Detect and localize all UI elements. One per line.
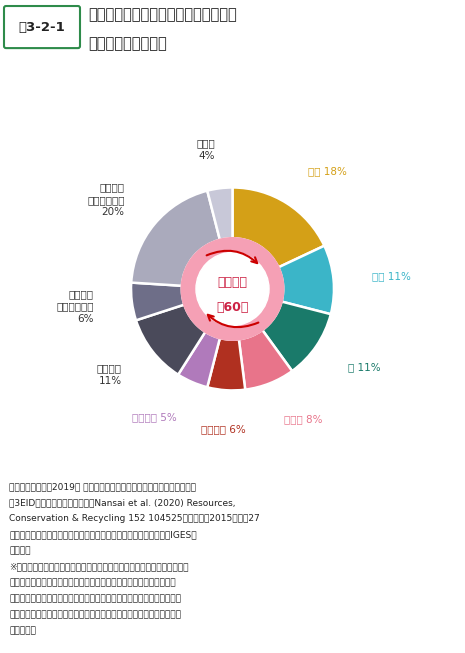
Text: 固定資本
形成（公的）
6%: 固定資本 形成（公的） 6% [56, 289, 93, 325]
Text: サービス 5%: サービス 5% [132, 413, 177, 422]
Text: その他
4%: その他 4% [196, 138, 215, 161]
Text: 家計消費: 家計消費 [218, 276, 247, 289]
Text: ない。）。: ない。）。 [9, 626, 36, 635]
Circle shape [181, 238, 284, 340]
Text: ※各項目は、我が国で消費・固定資本形成される製品・サービス毎のライ: ※各項目は、我が国で消費・固定資本形成される製品・サービス毎のライ [9, 562, 189, 571]
FancyBboxPatch shape [4, 6, 80, 48]
Wedge shape [207, 338, 245, 390]
Wedge shape [131, 191, 220, 286]
Wedge shape [232, 187, 324, 267]
Text: 図3-2-1: 図3-2-1 [19, 20, 66, 33]
Text: 移動 11%: 移動 11% [372, 271, 411, 281]
Text: フサイクル（資源の採取、素材の加工、製品の製造、流通、小売、使: フサイクル（資源の採取、素材の加工、製品の製造、流通、小売、使 [9, 579, 176, 587]
Text: 政府消費
11%: 政府消費 11% [97, 363, 122, 386]
Text: 消費財 8%: 消費財 8% [284, 414, 323, 424]
Text: レジャー 6%: レジャー 6% [201, 424, 246, 434]
Wedge shape [279, 246, 334, 314]
Text: 温室効果ガス排出量: 温室効果ガス排出量 [88, 36, 167, 51]
Text: ト）を算定し、合算したもの（国内の生産ベースの直接排出量と一致し: ト）を算定し、合算したもの（国内の生産ベースの直接排出量と一致し [9, 611, 181, 619]
Text: にて推計: にて推計 [9, 546, 31, 555]
Wedge shape [131, 283, 184, 321]
Text: （3EID）（国立環境研究所）、Nansai et al. (2020) Resources,: （3EID）（国立環境研究所）、Nansai et al. (2020) Res… [9, 498, 236, 507]
Text: 食 11%: 食 11% [348, 362, 381, 373]
Text: 固定資本
形成（民間）
20%: 固定資本 形成（民間） 20% [87, 182, 125, 217]
Wedge shape [207, 187, 232, 240]
Text: 紆60割: 紆60割 [216, 301, 249, 313]
Text: Conservation & Recycling 152 104525、総務省（2015）平成27: Conservation & Recycling 152 104525、総務省（… [9, 514, 260, 523]
Text: 年産業連関表に基づき国立環境研究所及び地球環境戦略研究機関（IGES）: 年産業連関表に基づき国立環境研究所及び地球環境戦略研究機関（IGES） [9, 530, 197, 539]
Wedge shape [178, 332, 220, 387]
Text: 住居 18%: 住居 18% [307, 166, 346, 176]
Wedge shape [136, 305, 206, 375]
Text: 用、廃棄）において生じる温室効果ガス排出量（カーボンフットプリン: 用、廃棄）において生じる温室効果ガス排出量（カーボンフットプリン [9, 594, 181, 603]
Circle shape [196, 253, 269, 325]
Text: 消費ベースでの日本のライフサイクル: 消費ベースでの日本のライフサイクル [88, 7, 237, 22]
Wedge shape [262, 302, 331, 371]
Text: 資料：南斎規介（2019） 産業連関表による環境負荷原単位データブック: 資料：南斎規介（2019） 産業連関表による環境負荷原単位データブック [9, 482, 196, 491]
Wedge shape [239, 330, 292, 390]
